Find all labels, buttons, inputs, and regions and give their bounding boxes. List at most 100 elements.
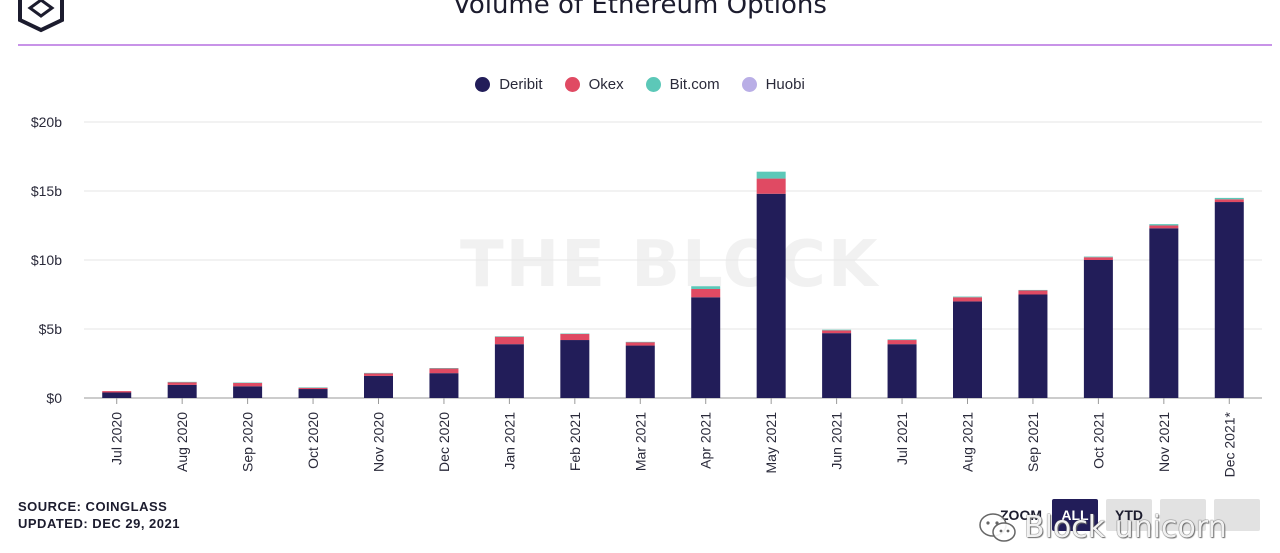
legend-swatch-okex bbox=[564, 77, 580, 92]
chart-plot-area: $0 $5b $10b $15b $20b Jul 2020 Aug 2020 Sep 202… bbox=[31, 114, 1262, 477]
bar-segment bbox=[953, 296, 982, 298]
legend-swatch-bitcom bbox=[645, 77, 661, 92]
bar-segment bbox=[1214, 202, 1244, 398]
bar-segment bbox=[167, 382, 197, 385]
updated-note: UPDATED: DEC 29, 2021 bbox=[18, 516, 180, 531]
bar-segment bbox=[560, 333, 590, 341]
bar-segment bbox=[298, 387, 328, 390]
bar-segment bbox=[167, 384, 197, 398]
x-tick-label: Aug 2021 bbox=[960, 412, 976, 472]
bar-segment bbox=[953, 297, 982, 302]
x-tick-label: Oct 2020 bbox=[305, 412, 321, 469]
bar-segment bbox=[1149, 228, 1179, 398]
bar-segment bbox=[1083, 260, 1113, 398]
x-tick-label: Nov 2021 bbox=[1156, 412, 1172, 472]
bar-segment bbox=[1083, 257, 1113, 260]
bar-segment bbox=[1083, 256, 1113, 258]
bar-segment bbox=[756, 178, 786, 194]
legend-swatch-deribit bbox=[475, 77, 491, 92]
legend-item-okex[interactable]: Okex bbox=[564, 76, 624, 93]
bar-segment bbox=[364, 373, 393, 376]
bar-segment bbox=[429, 373, 459, 398]
legend-label-deribit: Deribit bbox=[499, 76, 543, 93]
bar-segment bbox=[1018, 290, 1048, 295]
chart-footer: SOURCE: COINGLASS UPDATED: DEC 29, 2021 bbox=[18, 498, 180, 532]
bar-segment bbox=[691, 288, 721, 298]
bar-segment bbox=[233, 382, 263, 387]
wechat-icon bbox=[979, 512, 1016, 542]
zoom-option-button-3[interactable] bbox=[1160, 499, 1206, 531]
bar-segment bbox=[756, 171, 786, 179]
bar-segment bbox=[560, 340, 590, 398]
bar-segment bbox=[625, 342, 655, 346]
bar-segment bbox=[887, 339, 917, 341]
bar-segment bbox=[560, 333, 590, 335]
bar-segment bbox=[691, 286, 721, 289]
bar-segment bbox=[298, 387, 328, 388]
title-divider bbox=[18, 44, 1272, 46]
bar-segment bbox=[494, 336, 524, 345]
bar-segment bbox=[102, 392, 132, 398]
x-tick-label: Jul 2020 bbox=[109, 412, 125, 465]
bar-segment bbox=[822, 333, 852, 398]
x-tick-label: Dec 2021* bbox=[1221, 411, 1237, 477]
bar-segment bbox=[429, 368, 459, 374]
y-tick-label: $15b bbox=[31, 183, 62, 199]
bar-segment bbox=[1018, 294, 1048, 398]
x-tick-label: Sep 2020 bbox=[240, 412, 256, 472]
legend-item-bitcom[interactable]: Bit.com bbox=[645, 76, 720, 93]
y-tick-label: $5b bbox=[39, 321, 63, 337]
y-tick-label: $20b bbox=[31, 114, 62, 130]
x-tick-label: Mar 2021 bbox=[632, 412, 648, 471]
x-tick-label: Feb 2021 bbox=[567, 412, 583, 471]
bar-segment bbox=[429, 368, 459, 369]
x-tick-label: Jun 2021 bbox=[829, 412, 845, 470]
x-tick-label: Apr 2021 bbox=[698, 412, 714, 469]
x-tick-label: Dec 2020 bbox=[436, 412, 452, 472]
bar-segment bbox=[102, 391, 132, 393]
the-block-logo-icon bbox=[18, 0, 64, 33]
wechat-watermark: Block unicorn bbox=[978, 510, 1227, 545]
bar-segment bbox=[233, 382, 263, 384]
wechat-watermark-text: Block unicorn bbox=[1024, 510, 1227, 545]
x-tick-label: Sep 2021 bbox=[1025, 412, 1041, 472]
bar-segment bbox=[953, 301, 982, 398]
the-block-watermark: THE BLOCK bbox=[460, 228, 880, 302]
bar-segment bbox=[1018, 289, 1048, 291]
x-tick-label: Jul 2021 bbox=[894, 412, 910, 465]
bar-segment bbox=[1149, 225, 1179, 229]
legend-label-bitcom: Bit.com bbox=[669, 76, 720, 93]
bar-segment bbox=[822, 330, 852, 334]
x-tick-label: Jan 2021 bbox=[501, 412, 517, 470]
legend-label-okex: Okex bbox=[588, 76, 624, 93]
bar-segment bbox=[233, 386, 263, 398]
bar-segment bbox=[364, 375, 393, 398]
bar-segment bbox=[691, 297, 721, 398]
bar-segment bbox=[887, 340, 917, 345]
zoom-ytd-button[interactable]: YTD bbox=[1106, 499, 1152, 531]
legend-item-huobi[interactable]: Huobi bbox=[741, 76, 805, 93]
bar-segment bbox=[756, 193, 786, 398]
x-tick-label: Oct 2021 bbox=[1090, 412, 1106, 469]
bar-segment bbox=[1149, 224, 1179, 226]
bar-segment bbox=[625, 341, 655, 343]
y-tick-label: $10b bbox=[31, 252, 62, 268]
x-tick-label: Aug 2020 bbox=[174, 412, 190, 472]
zoom-label: ZOOM bbox=[1000, 507, 1042, 523]
legend-item-deribit[interactable]: Deribit bbox=[475, 76, 543, 93]
bar-segment bbox=[1214, 199, 1244, 203]
zoom-all-button[interactable]: ALL bbox=[1052, 499, 1098, 531]
legend-swatch-huobi bbox=[741, 77, 757, 92]
zoom-option-button-4[interactable] bbox=[1214, 499, 1260, 531]
bar-segment bbox=[494, 344, 524, 398]
bar-segment bbox=[625, 345, 655, 398]
bar-segment bbox=[887, 344, 917, 398]
bar-segment bbox=[494, 336, 524, 337]
y-tick-label: $0 bbox=[46, 390, 62, 406]
x-tick-label: May 2021 bbox=[763, 412, 779, 474]
chart-legend: Deribit Okex Bit.com Huobi bbox=[0, 76, 1280, 93]
bar-segment bbox=[298, 389, 328, 398]
chart-title: Volume of Ethereum Options bbox=[453, 0, 827, 20]
bar-segment bbox=[822, 329, 852, 331]
x-tick-label: Nov 2020 bbox=[371, 412, 387, 472]
